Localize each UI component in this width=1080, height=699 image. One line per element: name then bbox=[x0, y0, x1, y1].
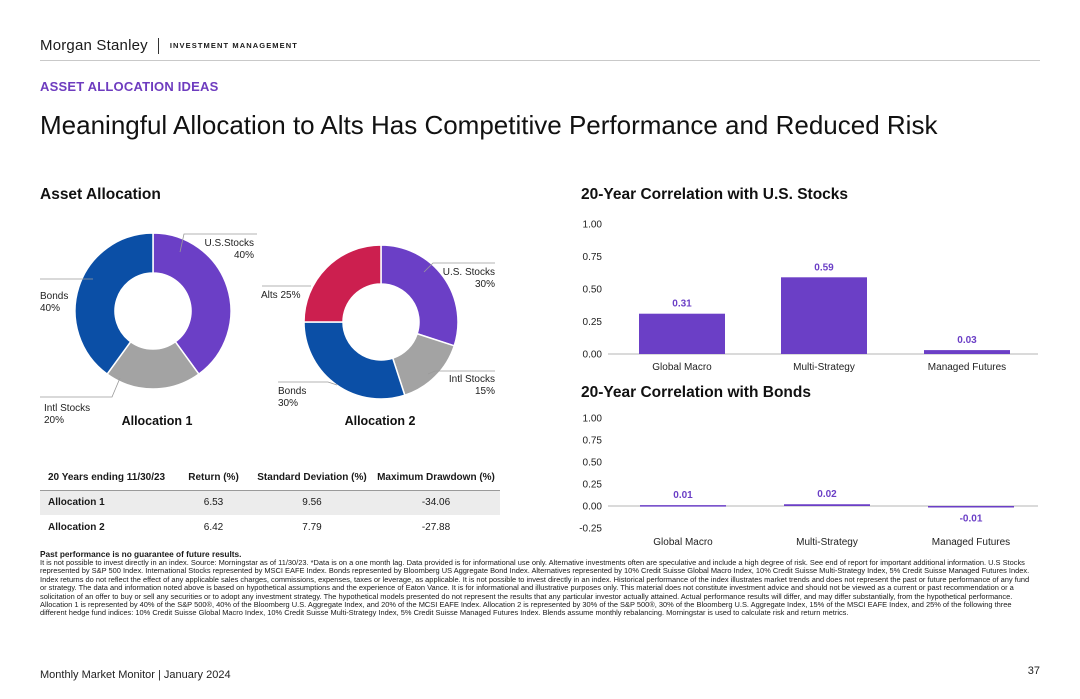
corr-bonds-title: 20-Year Correlation with Bonds bbox=[581, 384, 811, 401]
x-tick-label: Managed Futures bbox=[928, 362, 1006, 373]
table-cell: Allocation 1 bbox=[40, 490, 175, 515]
a2-us-pct: 30% bbox=[475, 279, 495, 290]
y-tick-label: 0.75 bbox=[583, 252, 603, 263]
slice-alts bbox=[303, 244, 382, 323]
slice-u-s-stocks bbox=[152, 232, 232, 376]
data-label: 0.03 bbox=[957, 335, 977, 346]
table-row: Allocation 1 6.53 9.56 -34.06 bbox=[40, 490, 500, 515]
data-label: 0.59 bbox=[814, 262, 834, 273]
bar-multi-strategy bbox=[781, 277, 867, 354]
header-rule bbox=[40, 60, 1040, 61]
y-tick-label: -0.25 bbox=[579, 524, 602, 535]
a2-bonds-label: Bonds bbox=[278, 386, 306, 397]
a1-us-label: U.S.Stocks bbox=[205, 238, 254, 249]
disclaimer-body: It is not possible to invest directly in… bbox=[40, 558, 1030, 618]
a2-alts-label: Alts 25% bbox=[261, 290, 301, 301]
data-label: 0.31 bbox=[672, 299, 692, 310]
a1-bonds-pct: 40% bbox=[40, 303, 60, 314]
section-kicker: ASSET ALLOCATION IDEAS bbox=[40, 79, 219, 94]
allocation2-title: Allocation 2 bbox=[345, 414, 416, 428]
a2-bonds-pct: 30% bbox=[278, 398, 298, 409]
table-header: Return (%) bbox=[175, 466, 252, 491]
x-tick-label: Multi-Strategy bbox=[793, 362, 855, 373]
slice-bonds bbox=[303, 321, 406, 400]
a1-intl-label: Intl Stocks bbox=[44, 403, 90, 414]
y-tick-label: 0.50 bbox=[583, 458, 603, 469]
table-cell: -34.06 bbox=[372, 490, 500, 515]
asset-allocation-title: Asset Allocation bbox=[40, 186, 161, 203]
a2-intl-leader bbox=[427, 370, 495, 375]
page-title: Meaningful Allocation to Alts Has Compet… bbox=[40, 110, 938, 140]
corr-stocks-chart: 1.00 0.75 0.50 0.25 0.00 0.31 Global Macro 0.59… bbox=[583, 220, 1038, 373]
table-cell: 9.56 bbox=[252, 490, 372, 515]
x-tick-label: Managed Futures bbox=[932, 537, 1010, 548]
allocation1-title: Allocation 1 bbox=[122, 414, 193, 428]
table-header: Maximum Drawdown (%) bbox=[372, 466, 500, 491]
a2-us-label: U.S. Stocks bbox=[443, 267, 495, 278]
page-number: 37 bbox=[1027, 665, 1040, 677]
y-tick-label: 0.75 bbox=[583, 436, 603, 447]
table-cell: 6.42 bbox=[203, 522, 224, 533]
a2-intl-pct: 15% bbox=[475, 386, 495, 397]
bar-multi-strategy bbox=[784, 504, 870, 506]
a2-bonds-leader bbox=[278, 381, 338, 386]
table-cell: Allocation 2 bbox=[48, 522, 105, 533]
a2-us-leader bbox=[423, 262, 495, 273]
slice-bonds bbox=[74, 232, 154, 376]
y-tick-label: 0.25 bbox=[583, 480, 603, 491]
a2-intl-label: Intl Stocks bbox=[449, 374, 495, 385]
asset-allocation-donuts: U.S.Stocks 40% Bonds 40% Intl Stocks 20%… bbox=[40, 232, 495, 428]
performance-table: 20 Years ending 11/30/23 Return (%) Stan… bbox=[40, 466, 500, 540]
y-tick-label: 0.00 bbox=[583, 350, 603, 361]
a1-us-leader bbox=[179, 233, 257, 253]
a1-bonds-label: Bonds bbox=[40, 291, 68, 302]
data-label: -0.01 bbox=[960, 514, 983, 525]
allocation2-donut bbox=[303, 244, 459, 400]
brand-subtitle: INVESTMENT MANAGEMENT bbox=[169, 41, 298, 50]
y-tick-label: 0.00 bbox=[583, 502, 603, 513]
disclaimer: Past performance is no guarantee of futu… bbox=[40, 549, 1030, 618]
table-header: 20 Years ending 11/30/23 bbox=[40, 466, 175, 491]
data-label: 0.01 bbox=[673, 490, 693, 501]
a1-us-pct: 40% bbox=[234, 250, 254, 261]
bar-managed-futures bbox=[924, 350, 1010, 354]
y-tick-label: 0.50 bbox=[583, 285, 603, 296]
bar-global-macro bbox=[640, 505, 726, 507]
data-label: 0.02 bbox=[817, 489, 837, 500]
a1-intl-leader bbox=[40, 377, 121, 398]
table-header-row: 20 Years ending 11/30/23 Return (%) Stan… bbox=[40, 466, 500, 491]
corr-bonds-chart: 1.00 0.75 0.50 0.25 0.00 -0.25 0.01 Global Macr… bbox=[579, 414, 1038, 548]
bar-global-macro bbox=[639, 313, 725, 354]
disclaimer-heading: Past performance is no guarantee of futu… bbox=[40, 549, 242, 559]
table-cell: 6.53 bbox=[175, 490, 252, 515]
a1-intl-pct: 20% bbox=[44, 415, 64, 426]
brand-header: Morgan Stanley INVESTMENT MANAGEMENT bbox=[40, 37, 298, 54]
slice-u-s-stocks bbox=[380, 244, 459, 347]
x-tick-label: Global Macro bbox=[653, 537, 713, 548]
x-tick-label: Global Macro bbox=[652, 362, 712, 373]
allocation1-donut bbox=[74, 232, 232, 390]
footer-title: Monthly Market Monitor | January 2024 bbox=[40, 669, 231, 681]
y-tick-label: 1.00 bbox=[583, 220, 603, 231]
x-tick-label: Multi-Strategy bbox=[796, 537, 858, 548]
table-row: Allocation 2 6.42 7.79 -27.88 bbox=[40, 515, 500, 540]
table-cell: -27.88 bbox=[421, 522, 451, 533]
y-tick-label: 1.00 bbox=[583, 414, 603, 425]
brand-logo: Morgan Stanley bbox=[40, 37, 148, 54]
corr-stocks-title: 20-Year Correlation with U.S. Stocks bbox=[581, 186, 849, 203]
bar-managed-futures bbox=[928, 506, 1014, 508]
brand-divider bbox=[157, 37, 159, 54]
y-tick-label: 0.25 bbox=[583, 317, 603, 328]
table-header: Standard Deviation (%) bbox=[252, 466, 372, 491]
table-cell: 7.79 bbox=[302, 522, 322, 533]
